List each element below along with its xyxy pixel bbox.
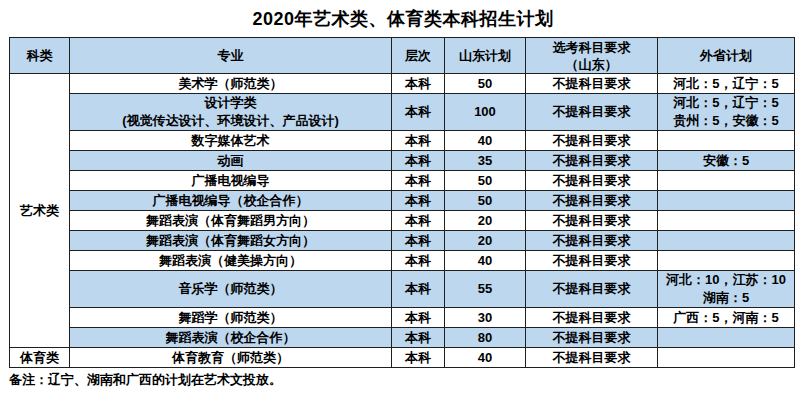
shandong-plan-cell: 30 (445, 308, 526, 328)
shandong-plan-cell: 50 (445, 191, 526, 211)
shandong-plan-cell: 40 (445, 131, 526, 151)
out-province-plan-cell: 广西：5，河南：5 (658, 308, 795, 328)
category-cell: 体育类 (10, 348, 70, 368)
level-cell: 本科 (392, 131, 445, 151)
subject-requirement-cell: 不提科目要求 (526, 348, 658, 368)
major-cell: 舞蹈表演（体育舞蹈男方向） (70, 211, 392, 231)
out-province-plan-cell (658, 131, 795, 151)
subject-requirement-cell: 不提科目要求 (526, 94, 658, 131)
shandong-plan-cell: 20 (445, 211, 526, 231)
header-category: 科类 (10, 38, 70, 74)
level-cell: 本科 (392, 191, 445, 211)
subject-requirement-cell: 不提科目要求 (526, 231, 658, 251)
out-province-plan-cell (658, 191, 795, 211)
major-cell: 广播电视编导（校企合作） (70, 191, 392, 211)
table-row: 舞蹈学（师范类）本科30不提科目要求广西：5，河南：5 (10, 308, 795, 328)
header-out-province-plan: 外省计划 (658, 38, 795, 74)
header-shandong-plan: 山东计划 (445, 38, 526, 74)
subject-requirement-cell: 不提科目要求 (526, 74, 658, 94)
header-major: 专业 (70, 38, 392, 74)
level-cell: 本科 (392, 348, 445, 368)
level-cell: 本科 (392, 94, 445, 131)
footnote: 备注：辽宁、湖南和广西的计划在艺术文投放。 (9, 371, 797, 389)
shandong-plan-cell: 20 (445, 231, 526, 251)
out-province-plan-cell: 河北：5，辽宁：5 (658, 74, 795, 94)
table-row: 舞蹈表演（体育舞蹈男方向）本科20不提科目要求 (10, 211, 795, 231)
table-row: 广播电视编导本科50不提科目要求 (10, 171, 795, 191)
table-row: 音乐学（师范类）本科55不提科目要求河北：10，江苏：10 湖南：5 (10, 271, 795, 308)
table-row: 广播电视编导（校企合作）本科50不提科目要求 (10, 191, 795, 211)
level-cell: 本科 (392, 308, 445, 328)
major-cell: 舞蹈学（师范类） (70, 308, 392, 328)
shandong-plan-cell: 40 (445, 348, 526, 368)
table-row: 设计学类 (视觉传达设计、环境设计、产品设计)本科100不提科目要求河北：5，辽… (10, 94, 795, 131)
major-cell: 广播电视编导 (70, 171, 392, 191)
shandong-plan-cell: 55 (445, 271, 526, 308)
level-cell: 本科 (392, 74, 445, 94)
subject-requirement-cell: 不提科目要求 (526, 211, 658, 231)
table-row: 舞蹈表演（健美操方向）本科40不提科目要求 (10, 251, 795, 271)
table-body: 艺术类美术学（师范类）本科50不提科目要求河北：5，辽宁：5设计学类 (视觉传达… (10, 74, 795, 368)
subject-requirement-cell: 不提科目要求 (526, 328, 658, 348)
shandong-plan-cell: 50 (445, 171, 526, 191)
table-row: 动画本科35不提科目要求安徽：5 (10, 151, 795, 171)
shandong-plan-cell: 80 (445, 328, 526, 348)
subject-requirement-cell: 不提科目要求 (526, 251, 658, 271)
out-province-plan-cell: 安徽：5 (658, 151, 795, 171)
table-row: 体育类体育教育（师范类）本科40不提科目要求 (10, 348, 795, 368)
major-cell: 体育教育（师范类） (70, 348, 392, 368)
subject-requirement-cell: 不提科目要求 (526, 151, 658, 171)
header-row: 科类 专业 层次 山东计划 选考科目要求 （山东） 外省计划 (10, 38, 795, 74)
level-cell: 本科 (392, 328, 445, 348)
level-cell: 本科 (392, 211, 445, 231)
header-level: 层次 (392, 38, 445, 74)
out-province-plan-cell (658, 211, 795, 231)
out-province-plan-cell: 河北：10，江苏：10 湖南：5 (658, 271, 795, 308)
major-cell: 美术学（师范类） (70, 74, 392, 94)
major-cell: 动画 (70, 151, 392, 171)
out-province-plan-cell (658, 171, 795, 191)
out-province-plan-cell: 河北：5，辽宁：5 贵州：5，安徽：5 (658, 94, 795, 131)
table-row: 艺术类美术学（师范类）本科50不提科目要求河北：5，辽宁：5 (10, 74, 795, 94)
page-title: 2020年艺术类、体育类本科招生计划 (9, 7, 797, 31)
major-cell: 音乐学（师范类） (70, 271, 392, 308)
major-cell: 数字媒体艺术 (70, 131, 392, 151)
major-cell: 舞蹈表演（体育舞蹈女方向） (70, 231, 392, 251)
major-cell: 设计学类 (视觉传达设计、环境设计、产品设计) (70, 94, 392, 131)
subject-requirement-cell: 不提科目要求 (526, 131, 658, 151)
out-province-plan-cell (658, 348, 795, 368)
shandong-plan-cell: 50 (445, 74, 526, 94)
out-province-plan-cell (658, 251, 795, 271)
level-cell: 本科 (392, 151, 445, 171)
shandong-plan-cell: 40 (445, 251, 526, 271)
level-cell: 本科 (392, 251, 445, 271)
subject-requirement-cell: 不提科目要求 (526, 271, 658, 308)
subject-requirement-cell: 不提科目要求 (526, 308, 658, 328)
subject-requirement-cell: 不提科目要求 (526, 171, 658, 191)
level-cell: 本科 (392, 171, 445, 191)
level-cell: 本科 (392, 271, 445, 308)
shandong-plan-cell: 35 (445, 151, 526, 171)
major-cell: 舞蹈表演（校企合作） (70, 328, 392, 348)
major-cell: 舞蹈表演（健美操方向） (70, 251, 392, 271)
level-cell: 本科 (392, 231, 445, 251)
page: 2020年艺术类、体育类本科招生计划 科类 专业 层次 山东计划 选考科目要求 … (0, 7, 806, 389)
enrollment-table: 科类 专业 层次 山东计划 选考科目要求 （山东） 外省计划 艺术类美术学（师范… (9, 37, 795, 368)
category-cell: 艺术类 (10, 74, 70, 348)
out-province-plan-cell (658, 328, 795, 348)
header-subject-requirement: 选考科目要求 （山东） (526, 38, 658, 74)
subject-requirement-cell: 不提科目要求 (526, 191, 658, 211)
table-row: 舞蹈表演（校企合作）本科80不提科目要求 (10, 328, 795, 348)
out-province-plan-cell (658, 231, 795, 251)
table-row: 数字媒体艺术本科40不提科目要求 (10, 131, 795, 151)
shandong-plan-cell: 100 (445, 94, 526, 131)
table-row: 舞蹈表演（体育舞蹈女方向）本科20不提科目要求 (10, 231, 795, 251)
